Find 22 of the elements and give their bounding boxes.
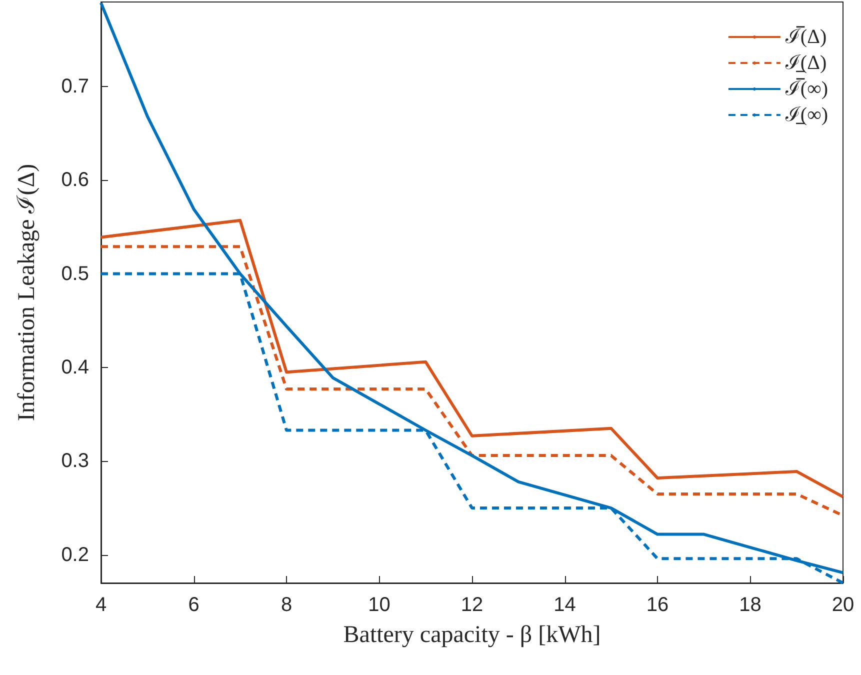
legend-label: ℐ̅(∞) — [784, 78, 828, 100]
x-tick-label: 16 — [646, 594, 669, 616]
x-axis-title: Battery capacity - β [kWh] — [343, 622, 601, 648]
legend-label: ℐ̲(Δ) — [784, 52, 827, 74]
legend-label: ℐ̅(Δ) — [784, 26, 827, 48]
x-tick-label: 6 — [188, 594, 200, 616]
line-series — [100, 218, 844, 498]
y-tick-label: 0.5 — [61, 262, 89, 285]
y-axis-title: Information Leakage ℐ(Δ) — [14, 164, 40, 422]
y-tick-label: 0.3 — [61, 450, 89, 472]
y-tick-label: 0.6 — [61, 169, 89, 192]
y-tick-label: 0.4 — [61, 356, 89, 378]
x-tick-label: 18 — [739, 594, 762, 616]
y-tick-label: 0.7 — [61, 75, 89, 98]
x-tick-label: 12 — [460, 594, 484, 616]
x-tick-label: 14 — [554, 594, 576, 616]
x-tick-label: 10 — [368, 594, 390, 616]
legend-label: ℐ̲(∞) — [784, 104, 828, 126]
x-tick-label: 4 — [95, 594, 107, 616]
x-tick-label: 20 — [832, 594, 854, 616]
x-tick-label: 8 — [280, 594, 292, 616]
y-tick-label: 0.2 — [61, 544, 89, 566]
